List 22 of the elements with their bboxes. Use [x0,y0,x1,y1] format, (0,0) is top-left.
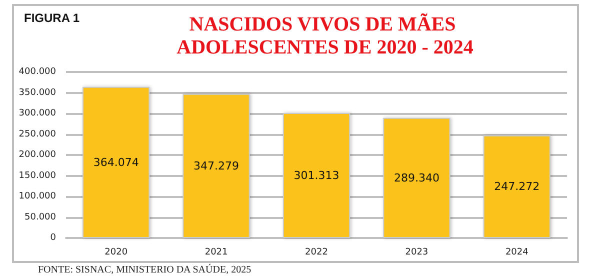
y-tick-label: 100.000 [18,192,56,202]
data-label: 364.074 [93,156,139,169]
x-tick-label: 2024 [505,248,529,258]
y-tick-label: 300.000 [18,108,56,118]
y-tick-label: 50.000 [24,212,56,222]
y-tick-label: 0 [50,233,56,243]
x-tick-label: 2021 [204,248,228,258]
data-label: 347.279 [194,159,240,172]
text: FIGURA 1 [24,11,80,25]
data-label: 301.313 [294,168,340,182]
chart-title: NASCIDOS VIVOS DE MÃES ADOLESCENTES DE 2020 - 2024 [176,12,474,58]
x-tick-label: 2023 [405,248,428,258]
source-note: FONTE: SISNAC, MINISTERIO DA SAÚDE, 2025 [38,264,252,276]
y-tick-label: 150.000 [18,170,56,181]
data-label: 247.272 [494,180,540,194]
x-tick-label: 2020 [104,248,128,258]
y-tick-label: 350.000 [18,88,56,98]
y-tick-label: 200.000 [18,150,56,160]
data-label: 289.340 [394,171,440,184]
y-tick-label: 400.000 [18,67,56,77]
x-tick-label: 2022 [305,248,328,258]
y-tick-label: 250.000 [18,129,56,140]
